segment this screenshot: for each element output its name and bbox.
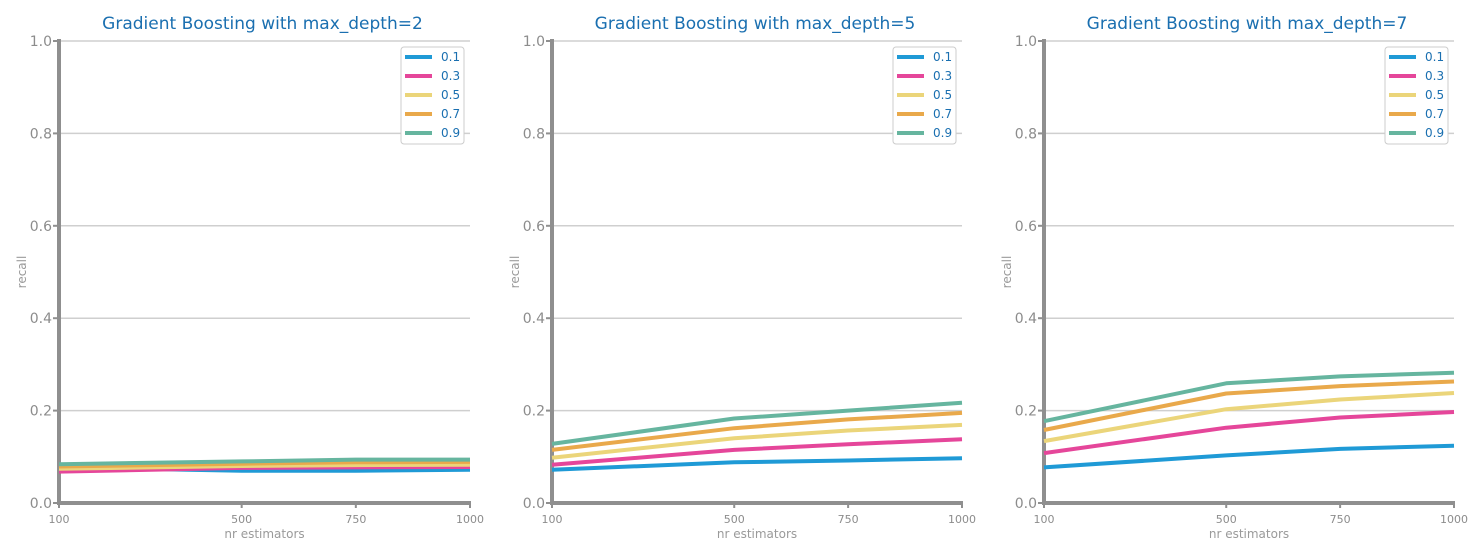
chart-panel-2: Gradient Boosting with max_depth=5 0.0 0.2… [508,14,976,541]
x-tick-label: 1000 [948,513,976,526]
chart-panel-3: Gradient Boosting with max_depth=7 0.0 0.2… [1000,14,1468,541]
y-tick-label: 0.0 [30,496,52,512]
legend-label: 0.5 [441,88,460,102]
y-tick-label: 0.2 [30,404,52,420]
series-line-0-5 [1043,391,1455,444]
x-axis-label: nr estimators [717,527,797,541]
legend-label: 0.9 [933,126,952,140]
series-line-0-7 [58,459,471,469]
x-tick-label: 500 [231,513,252,526]
x-axis-label: nr estimators [224,527,304,541]
y-tick-label: 1.0 [523,34,545,50]
series-line-0-5 [551,422,963,460]
chart-title: Gradient Boosting with max_depth=2 [102,14,423,34]
legend-label: 0.7 [441,107,460,121]
legend-label: 0.3 [933,69,952,83]
legend-label: 0.1 [1425,50,1444,64]
chart-title: Gradient Boosting with max_depth=5 [595,14,916,34]
y-tick-label: 0.6 [1015,219,1037,235]
series-line-0-3 [58,465,471,474]
y-tick-label: 0.4 [523,311,545,327]
y-tick-label: 0.6 [30,219,52,235]
chart-panel-1: Gradient Boosting with max_depth=2 0.0 0.2… [15,14,484,541]
y-tick-label: 0.2 [523,404,545,420]
legend: 0.1 0.3 0.5 0.7 0.9 [400,46,465,145]
x-tick-label: 750 [838,513,859,526]
legend-box [892,46,957,145]
x-tick-label: 1000 [456,513,484,526]
series-line-0-1 [1043,443,1455,470]
x-tick-label: 1000 [1440,513,1468,526]
legend-label: 0.3 [441,69,460,83]
series-line-0-9 [58,457,470,467]
chart-title: Gradient Boosting with max_depth=7 [1087,14,1408,34]
legend-label: 0.1 [441,50,460,64]
legend-label: 0.5 [933,88,952,102]
x-tick-label: 100 [1034,513,1055,526]
y-tick-label: 0.8 [523,126,545,142]
legend-box [1384,46,1449,145]
x-axis-label: nr estimators [1209,527,1289,541]
series-line-0-7 [1043,379,1455,432]
x-tick-label: 100 [49,513,70,526]
y-tick-label: 0.0 [1015,496,1037,512]
y-tick-label: 0.6 [523,219,545,235]
legend-box [400,46,465,145]
legend-label: 0.7 [933,107,952,121]
y-axis-label: recall [508,256,522,289]
series-line-0-9 [1043,370,1455,424]
legend-label: 0.7 [1425,107,1444,121]
legend: 0.1 0.3 0.5 0.7 0.9 [1384,46,1449,145]
x-tick-label: 750 [1330,513,1351,526]
legend-label: 0.3 [1425,69,1444,83]
legend-label: 0.1 [933,50,952,64]
series-line-0-3 [1043,410,1455,456]
x-tick-label: 100 [542,513,563,526]
y-tick-label: 0.4 [1015,311,1037,327]
y-tick-label: 0.0 [523,496,545,512]
y-axis-label: recall [1000,256,1014,289]
legend-label: 0.9 [1425,126,1444,140]
series-line-0-7 [551,410,963,452]
y-tick-label: 1.0 [1015,34,1037,50]
x-tick-label: 500 [1216,513,1237,526]
y-tick-label: 0.8 [1015,126,1037,142]
legend-label: 0.5 [1425,88,1444,102]
series-line-0-3 [551,437,963,467]
legend-label: 0.9 [441,126,460,140]
x-tick-label: 500 [724,513,745,526]
y-tick-label: 0.4 [30,311,52,327]
x-tick-label: 750 [345,513,366,526]
series-line-0-9 [551,400,963,446]
y-tick-label: 0.8 [30,126,52,142]
legend: 0.1 0.3 0.5 0.7 0.9 [892,46,957,145]
series-line-0-5 [58,462,471,471]
y-tick-label: 0.2 [1015,404,1037,420]
series-line-0-1 [551,456,963,472]
y-tick-label: 1.0 [30,34,52,50]
y-axis-label: recall [15,256,29,289]
